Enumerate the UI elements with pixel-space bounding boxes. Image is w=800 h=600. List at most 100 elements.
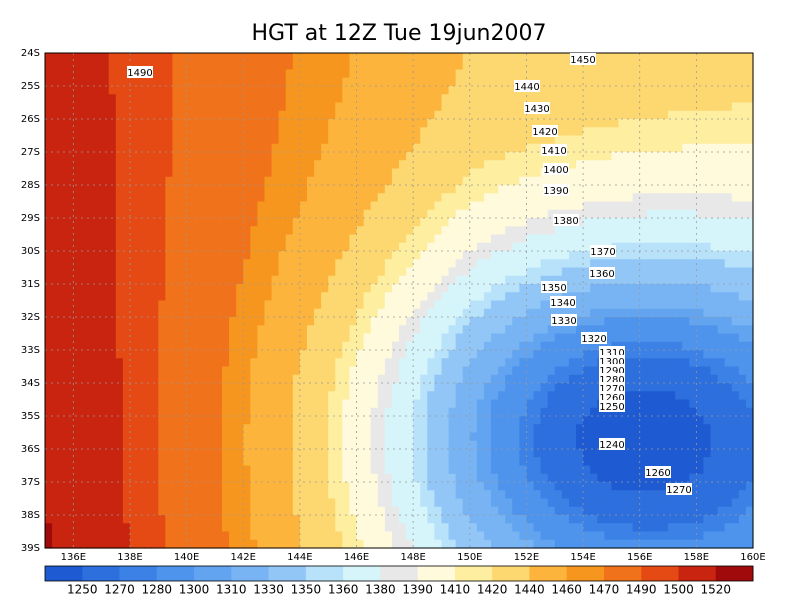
field-cell <box>271 234 280 244</box>
field-cell <box>80 226 89 236</box>
field-cell <box>505 424 513 434</box>
field-cell <box>186 341 195 351</box>
field-cell <box>483 366 492 376</box>
field-cell <box>264 94 273 104</box>
field-cell <box>87 226 96 236</box>
field-cell <box>427 102 435 112</box>
field-cell <box>214 416 223 425</box>
field-cell <box>434 490 443 500</box>
field-cell <box>491 391 499 401</box>
field-cell <box>611 226 620 236</box>
field-cell <box>406 440 414 450</box>
field-cell <box>618 407 627 417</box>
field-cell <box>278 209 287 219</box>
field-cell <box>306 490 315 500</box>
field-cell <box>505 482 513 491</box>
field-cell <box>583 440 591 450</box>
field-cell <box>420 333 428 343</box>
field-cell <box>193 259 202 269</box>
field-cell <box>264 498 273 508</box>
field-cell <box>476 449 485 458</box>
field-cell <box>512 300 520 310</box>
field-cell <box>285 110 294 120</box>
field-cell <box>491 333 499 343</box>
field-cell <box>271 193 280 203</box>
field-cell <box>250 61 258 71</box>
field-cell <box>597 234 605 244</box>
field-cell <box>568 119 577 128</box>
field-cell <box>328 358 336 368</box>
field-cell <box>583 539 591 549</box>
field-cell <box>94 61 103 71</box>
field-cell <box>87 127 96 137</box>
field-cell <box>420 160 428 170</box>
field-cell <box>328 102 336 112</box>
field-cell <box>618 506 627 516</box>
field-cell <box>179 251 188 260</box>
field-cell <box>413 432 421 442</box>
field-cell <box>278 407 287 417</box>
field-cell <box>370 185 379 194</box>
field-cell <box>87 506 96 516</box>
field-cell <box>611 490 620 500</box>
field-cell <box>165 110 174 120</box>
field-cell <box>441 110 450 120</box>
field-cell <box>576 473 584 483</box>
field-cell <box>243 119 251 128</box>
field-cell <box>306 234 315 244</box>
field-cell <box>561 366 570 376</box>
field-cell <box>257 506 266 516</box>
field-cell <box>568 350 577 359</box>
field-cell <box>278 366 287 376</box>
field-cell <box>568 391 577 401</box>
field-cell <box>172 53 181 62</box>
field-cell <box>66 383 74 392</box>
field-cell <box>583 515 591 524</box>
field-cell <box>271 143 280 153</box>
field-cell <box>597 498 605 508</box>
field-cell <box>257 152 266 161</box>
field-cell <box>554 135 563 145</box>
field-cell <box>52 424 60 434</box>
field-cell <box>271 94 280 104</box>
field-cell <box>66 251 74 260</box>
field-cell <box>342 86 351 95</box>
field-cell <box>52 275 60 285</box>
field-cell <box>271 267 280 277</box>
field-cell <box>151 308 159 318</box>
field-cell <box>568 416 577 425</box>
field-cell <box>590 416 598 425</box>
field-cell <box>306 407 315 417</box>
field-cell <box>568 185 577 194</box>
field-cell <box>462 259 471 269</box>
field-cell <box>469 515 478 524</box>
field-cell <box>257 193 266 203</box>
field-cell <box>370 275 379 285</box>
field-cell <box>611 176 620 186</box>
field-cell <box>384 399 393 409</box>
field-cell <box>236 193 244 203</box>
field-cell <box>229 317 237 326</box>
field-cell <box>292 449 301 458</box>
field-cell <box>292 275 301 285</box>
field-cell <box>441 160 450 170</box>
field-cell <box>505 317 513 326</box>
field-cell <box>278 399 287 409</box>
field-cell <box>413 209 421 219</box>
field-cell <box>264 473 273 483</box>
field-cell <box>519 416 528 425</box>
field-cell <box>583 259 591 269</box>
field-cell <box>335 308 343 318</box>
field-cell <box>250 152 258 161</box>
field-cell <box>476 110 485 120</box>
field-cell <box>434 350 443 359</box>
field-cell <box>73 77 81 87</box>
field-cell <box>391 374 400 384</box>
field-cell <box>469 399 478 409</box>
field-cell <box>179 506 188 516</box>
field-cell <box>540 399 549 409</box>
field-cell <box>229 424 237 434</box>
field-cell <box>158 251 166 260</box>
field-cell <box>335 366 343 376</box>
field-cell <box>292 333 301 343</box>
